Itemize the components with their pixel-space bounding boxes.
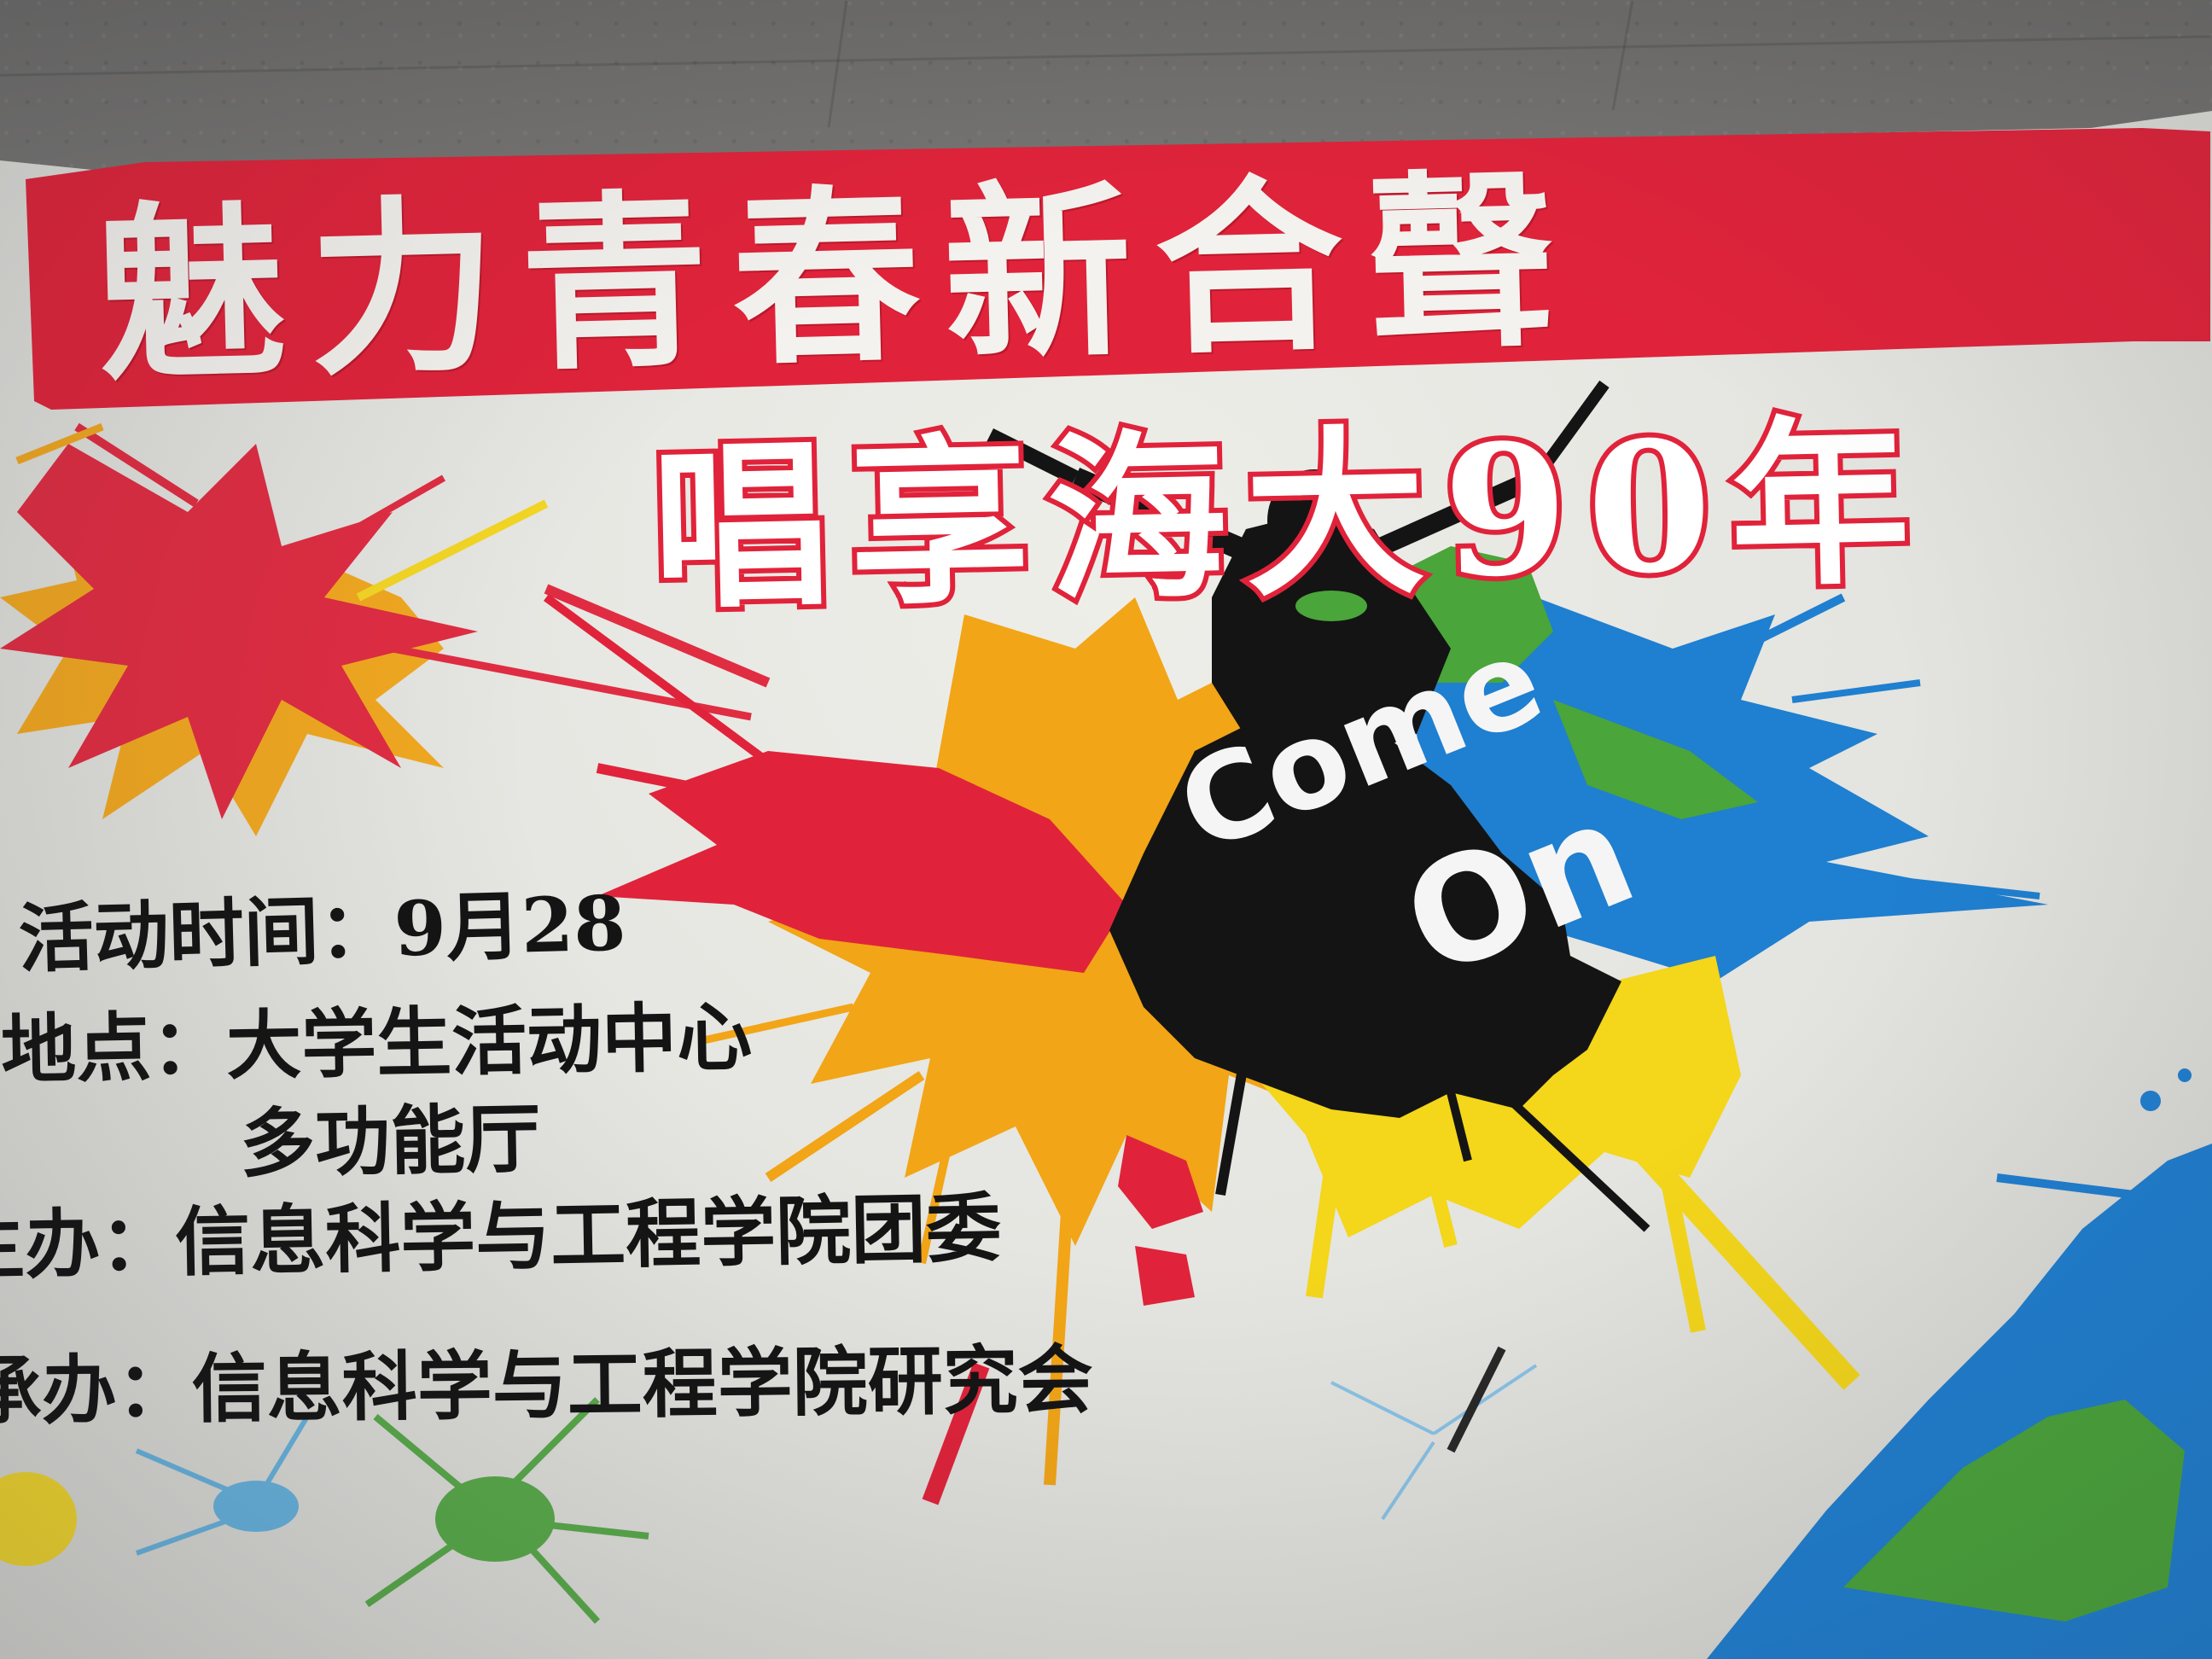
- event-location-continued: 多功能厅: [239, 1093, 542, 1188]
- bottom-left-splashes: [0, 1346, 1538, 1624]
- black-ink-figure: [986, 380, 1650, 1232]
- poster-subtitle: 唱享海大90年: [644, 392, 1936, 639]
- event-host: 主办：信息科学与工程学院团委: [0, 1183, 1002, 1290]
- event-time: 活动时间：9月28: [17, 878, 627, 983]
- center-red-splash: [544, 593, 1203, 1505]
- event-location: 地点：大学生活动中心: [0, 992, 754, 1094]
- event-organizer: 承办：信息科学与工程学院研究会: [0, 1335, 1094, 1435]
- bottom-right-blue-splash: [1707, 1068, 2212, 1659]
